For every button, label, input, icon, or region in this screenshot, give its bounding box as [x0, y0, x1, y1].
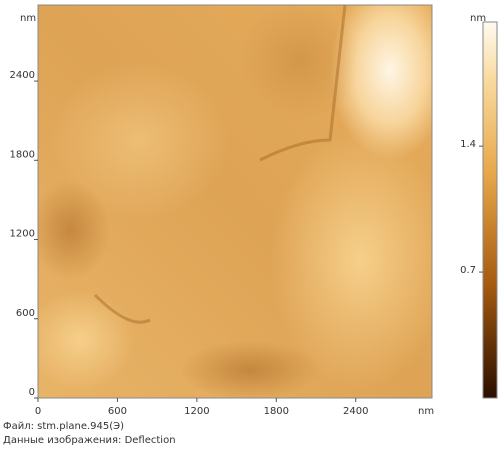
colorbar-tick-label: 1.4 [460, 139, 476, 150]
y-unit: nm [20, 13, 36, 24]
x-tick-label: 600 [108, 406, 127, 417]
data-caption: Данные изображения: Deflection [3, 435, 176, 446]
y-tick-label: 1200 [10, 229, 35, 240]
colorbar-unit: nm [470, 13, 486, 24]
x-tick-label: 1200 [184, 406, 209, 417]
x-tick-label: 0 [35, 406, 41, 417]
y-tick-label: 2400 [10, 70, 35, 81]
colorbar-tick-label: 0.7 [460, 265, 476, 276]
x-tick-label: 1800 [264, 406, 289, 417]
afm-image [25, 0, 450, 400]
y-tick-label: 1800 [10, 149, 35, 160]
y-tick-label: 600 [16, 308, 35, 319]
x-unit: nm [418, 406, 434, 417]
x-tick-label: 2400 [343, 406, 368, 417]
colorbar [483, 22, 497, 398]
afm-view: nm nm nm Файл: stm.plane.945(Э) Данные и… [0, 0, 501, 452]
y-tick-label: 0 [29, 387, 35, 398]
file-caption: Файл: stm.plane.945(Э) [3, 421, 124, 432]
